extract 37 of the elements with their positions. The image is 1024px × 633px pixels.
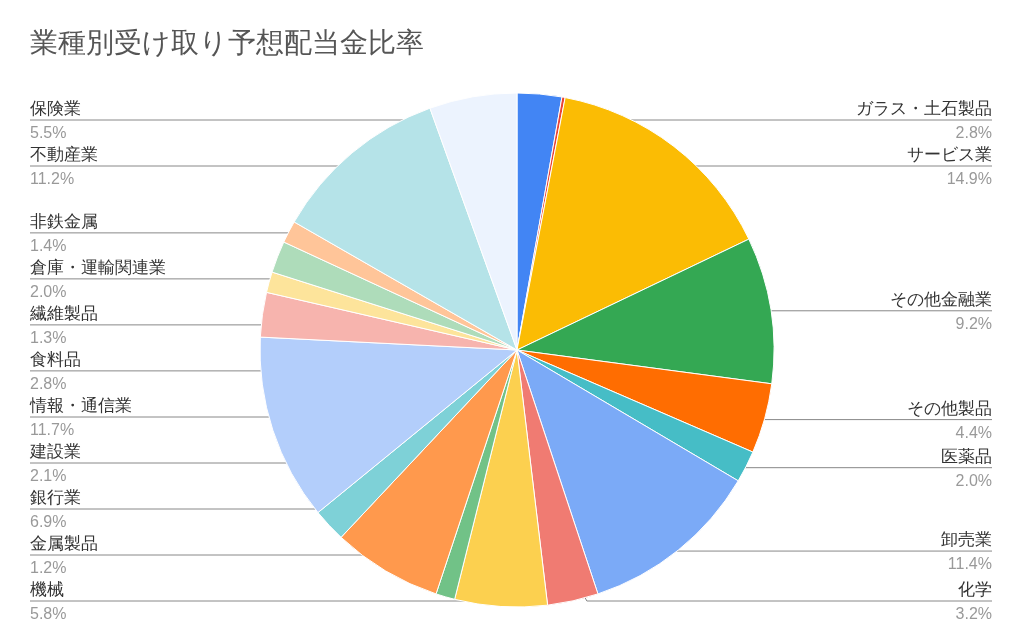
data-label: 5.8% — [30, 605, 67, 622]
data-label: 1.4% — [30, 236, 67, 254]
data-label: 14.9% — [946, 170, 992, 187]
slice-label: 建設業 — [29, 441, 81, 461]
slice-label: 化学 — [958, 579, 992, 599]
slice-label: サービス業 — [907, 144, 992, 164]
slice-label: 繊維製品 — [29, 302, 98, 323]
slice-label: 情報・通信業 — [29, 395, 132, 415]
data-label: 1.3% — [30, 328, 67, 346]
data-label: 1.2% — [30, 559, 67, 576]
slice-label: 金属製品 — [30, 533, 98, 553]
slice-label: 医薬品 — [941, 445, 992, 466]
slice-label: その他金融業 — [890, 288, 992, 309]
data-label: 3.2% — [955, 605, 992, 622]
slice-label: その他製品 — [907, 397, 992, 418]
slice-label: 非鉄金属 — [30, 210, 98, 231]
slice-label: 不動産業 — [30, 144, 98, 164]
slice-label: 倉庫・運輸関連業 — [30, 256, 166, 277]
data-label: 2.0% — [955, 471, 992, 489]
data-label: 11.4% — [947, 555, 992, 573]
data-label: 2.8% — [955, 124, 992, 141]
data-label: 4.4% — [955, 423, 992, 441]
slice-label: 銀行業 — [30, 487, 81, 507]
slice-label: ガラス・土石製品 — [856, 98, 992, 118]
data-label: 5.5% — [30, 124, 67, 141]
data-label: 11.7% — [30, 421, 75, 438]
data-label: 6.9% — [30, 513, 67, 530]
data-label: 2.1% — [30, 467, 67, 484]
data-label: 11.2% — [30, 170, 75, 187]
data-label: 2.0% — [30, 282, 67, 300]
slice-label: 食料品 — [30, 348, 81, 369]
slice-label: 卸売業 — [941, 529, 992, 550]
data-label: 2.8% — [30, 374, 67, 392]
data-label: 9.2% — [955, 314, 992, 332]
slice-label: 保険業 — [30, 98, 81, 118]
slice-label: 機械 — [30, 579, 64, 599]
chart-title: 業種別受け取り予想配当金比率 — [30, 26, 424, 59]
